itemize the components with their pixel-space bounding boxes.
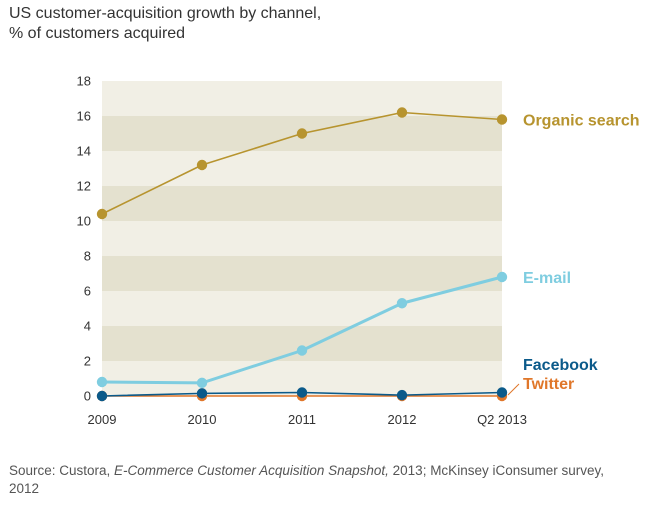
data-point	[196, 388, 208, 399]
x-tick-label: 2010	[188, 412, 217, 427]
data-point	[296, 345, 308, 356]
y-tick-label: 14	[77, 144, 91, 159]
y-tick-label: 6	[84, 284, 91, 299]
data-point	[396, 389, 408, 401]
grid-band	[102, 186, 502, 221]
source-suffix: 2013; McKinsey iConsumer survey, 2012	[9, 463, 604, 496]
y-tick-label: 8	[84, 249, 91, 264]
chart-title-line-1: US customer-acquisition growth by channe…	[9, 5, 322, 22]
data-point	[296, 128, 308, 139]
data-point	[96, 390, 108, 402]
y-tick-label: 4	[84, 319, 91, 334]
grid-band	[102, 81, 502, 116]
data-point	[496, 114, 508, 125]
source-title: E-Commerce Customer Acquisition Snapshot…	[114, 463, 389, 478]
y-tick-label: 18	[77, 74, 91, 89]
series-labels: Organic search E-mail Facebook Twitter	[507, 113, 640, 396]
x-tick-label: 2011	[288, 412, 316, 427]
y-tick-label: 12	[77, 179, 91, 194]
series-label: Organic search	[523, 113, 640, 130]
data-point	[396, 298, 408, 309]
x-axis-tick-labels: 2009 2010 2011 2012 Q2 2013	[88, 412, 527, 427]
y-tick-label: 0	[84, 389, 91, 404]
data-point	[296, 387, 308, 398]
series-label: E-mail	[523, 270, 571, 287]
grid-band	[102, 256, 502, 291]
grid-band	[102, 291, 502, 326]
source-note: Source: Custora, E-Commerce Customer Acq…	[9, 462, 629, 498]
data-point	[196, 377, 208, 389]
x-tick-label: 2012	[388, 412, 417, 427]
data-point	[496, 271, 508, 283]
y-tick-label: 16	[77, 109, 91, 124]
chart-title-line-2: % of customers acquired	[9, 25, 186, 42]
series-label: Twitter	[523, 376, 574, 393]
x-tick-label: 2009	[88, 412, 117, 427]
y-axis-tick-labels: 0 2 4 6 8 10 12 14 16 18	[77, 74, 91, 404]
grid-band	[102, 151, 502, 186]
data-point	[96, 208, 108, 220]
grid-band	[102, 221, 502, 256]
data-point	[396, 107, 408, 118]
data-point	[196, 159, 208, 171]
data-point	[96, 376, 108, 388]
grid-band	[102, 326, 502, 361]
series-points	[96, 107, 508, 402]
x-tick-label: Q2 2013	[477, 412, 527, 427]
series-label: Facebook	[523, 357, 598, 374]
data-point	[496, 387, 508, 398]
y-tick-label: 2	[84, 354, 91, 369]
chart-title: US customer-acquisition growth by channe…	[9, 4, 321, 44]
source-prefix: Source: Custora,	[9, 463, 115, 478]
y-tick-label: 10	[77, 214, 91, 229]
twitter-leader-line	[507, 383, 520, 396]
